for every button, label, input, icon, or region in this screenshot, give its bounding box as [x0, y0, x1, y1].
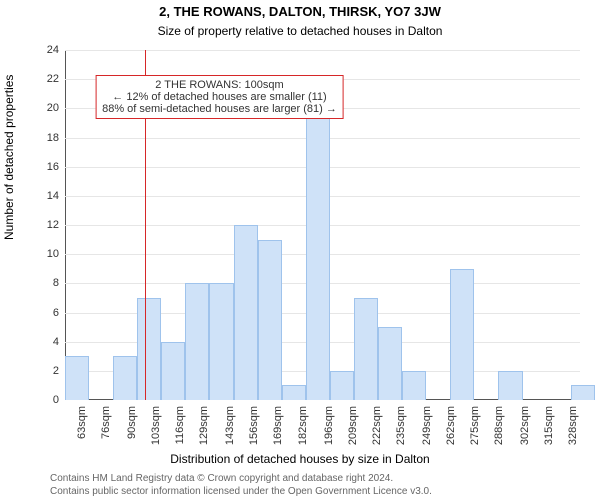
x-tick-label: 209sqm: [347, 406, 359, 445]
x-tick-label: 235sqm: [395, 406, 407, 445]
y-axis-label: Number of detached properties: [2, 75, 16, 240]
x-tick-label: 116sqm: [174, 406, 186, 444]
x-tick-label: 249sqm: [421, 406, 433, 445]
legal-line2: Contains public sector information licen…: [50, 486, 432, 497]
y-tick-label: 18: [47, 132, 59, 144]
x-tick-label: 90sqm: [126, 406, 138, 439]
x-tick-label: 76sqm: [100, 406, 112, 439]
annotation-line3: 88% of semi-detached houses are larger (…: [102, 103, 337, 115]
histogram-bar: [65, 356, 89, 400]
histogram-bar: [450, 269, 474, 400]
histogram-plot: 02468101214161820222463sqm76sqm90sqm103s…: [65, 50, 580, 400]
histogram-bar: [330, 371, 354, 400]
histogram-bar: [571, 385, 595, 400]
legal-notice: Contains HM Land Registry data © Crown c…: [50, 473, 590, 498]
y-tick-label: 8: [53, 277, 59, 289]
y-tick-label: 6: [53, 307, 59, 319]
annotation-box: 2 THE ROWANS: 100sqm← 12% of detached ho…: [95, 75, 344, 119]
page-title: 2, THE ROWANS, DALTON, THIRSK, YO7 3JW: [0, 4, 600, 19]
histogram-bar: [282, 385, 306, 400]
grid-line: [65, 50, 580, 51]
histogram-bar: [161, 342, 185, 400]
y-tick-label: 14: [47, 190, 59, 202]
x-tick-label: 302sqm: [519, 406, 531, 445]
x-tick-label: 275sqm: [469, 406, 481, 445]
histogram-bar: [378, 327, 402, 400]
annotation-line1: 2 THE ROWANS: 100sqm: [102, 79, 337, 91]
y-tick-label: 2: [53, 365, 59, 377]
y-tick-label: 10: [47, 248, 59, 260]
x-tick-label: 182sqm: [297, 406, 309, 445]
histogram-bar: [185, 283, 209, 400]
x-tick-label: 156sqm: [248, 406, 260, 445]
histogram-bar: [258, 240, 282, 400]
histogram-bar: [402, 371, 426, 400]
page-subtitle: Size of property relative to detached ho…: [0, 24, 600, 38]
x-tick-label: 262sqm: [445, 406, 457, 445]
annotation-line2: ← 12% of detached houses are smaller (11…: [102, 91, 337, 103]
histogram-bar: [498, 371, 522, 400]
x-tick-label: 315sqm: [543, 406, 555, 445]
x-tick-label: 63sqm: [76, 406, 88, 439]
histogram-bar: [306, 108, 330, 400]
histogram-bar: [209, 283, 233, 400]
x-tick-label: 143sqm: [224, 406, 236, 445]
x-tick-label: 288sqm: [493, 406, 505, 445]
x-tick-label: 103sqm: [150, 406, 162, 445]
x-tick-label: 129sqm: [198, 406, 210, 445]
histogram-bar: [137, 298, 161, 400]
histogram-bar: [354, 298, 378, 400]
x-tick-label: 328sqm: [567, 406, 579, 445]
y-tick-label: 4: [53, 336, 59, 348]
histogram-bar: [113, 356, 137, 400]
x-axis-label: Distribution of detached houses by size …: [0, 452, 600, 466]
legal-line1: Contains HM Land Registry data © Crown c…: [50, 473, 393, 484]
y-tick-label: 0: [53, 394, 59, 406]
x-tick-label: 196sqm: [323, 406, 335, 445]
x-tick-label: 222sqm: [371, 406, 383, 445]
x-tick-label: 169sqm: [272, 406, 284, 445]
y-tick-label: 20: [47, 102, 59, 114]
y-tick-label: 22: [47, 73, 59, 85]
y-tick-label: 24: [47, 44, 59, 56]
histogram-bar: [234, 225, 258, 400]
y-tick-label: 12: [47, 219, 59, 231]
y-tick-label: 16: [47, 161, 59, 173]
